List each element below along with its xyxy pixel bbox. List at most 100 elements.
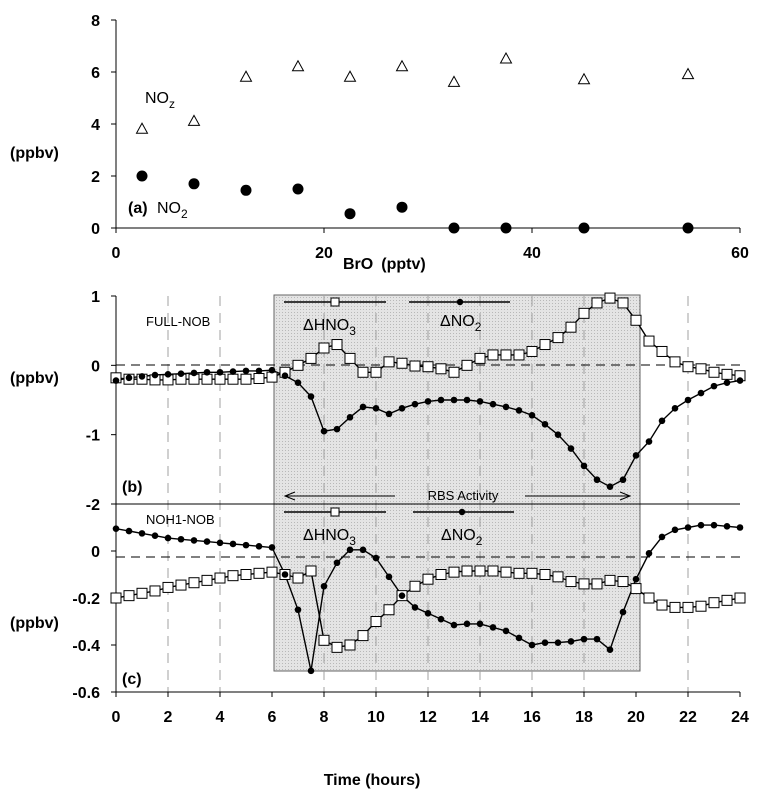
y-tick-label: 4 bbox=[91, 117, 100, 134]
no2-point bbox=[190, 369, 198, 377]
panel-c-label: (c) bbox=[122, 671, 142, 688]
panel-b-series bbox=[110, 292, 746, 490]
hno3-point bbox=[591, 297, 603, 309]
no2-point bbox=[502, 627, 510, 635]
hno3-point bbox=[604, 292, 616, 304]
hno3-point bbox=[604, 574, 616, 586]
no2-point bbox=[385, 410, 393, 418]
hno3-point bbox=[305, 565, 317, 577]
hno3-point bbox=[643, 335, 655, 347]
no2-point bbox=[736, 524, 744, 531]
hno3-point bbox=[682, 361, 694, 373]
no2-point bbox=[190, 537, 198, 544]
b-hno3-legend-text: ΔHNO3 bbox=[303, 317, 356, 338]
no2-point bbox=[437, 615, 445, 623]
no2-point bbox=[372, 554, 380, 562]
hno3-point bbox=[370, 366, 382, 378]
no2-point bbox=[255, 543, 263, 550]
hno3-point bbox=[435, 569, 447, 580]
x-tick-label: 22 bbox=[679, 709, 697, 726]
no2-point bbox=[463, 396, 471, 404]
y-tick-label: 2 bbox=[91, 169, 100, 186]
no2-point bbox=[448, 222, 460, 234]
noz-point bbox=[395, 59, 409, 72]
y-tick-label: 0 bbox=[91, 221, 100, 238]
no2-point bbox=[333, 425, 341, 433]
hno3-point bbox=[383, 604, 395, 616]
hno3-point bbox=[370, 616, 382, 627]
no2-point bbox=[346, 414, 354, 421]
y-tick-label: -0.4 bbox=[72, 638, 100, 655]
legend-no2-sub: 2 bbox=[181, 207, 188, 221]
b-no2-base: ΔNO bbox=[440, 313, 475, 330]
no2-point bbox=[359, 546, 367, 554]
hno3-point bbox=[110, 592, 122, 604]
no2-point bbox=[320, 582, 328, 590]
hno3-point bbox=[214, 572, 226, 584]
noz-point bbox=[343, 70, 357, 82]
no2-point bbox=[398, 592, 406, 599]
hno3-point bbox=[240, 373, 252, 385]
hno3-point bbox=[396, 357, 408, 369]
no2-point bbox=[138, 530, 146, 537]
hno3-point bbox=[331, 339, 343, 351]
hno3-point bbox=[695, 363, 707, 375]
y-tick-label: 1 bbox=[91, 289, 100, 306]
panel-a-y-label: (ppbv) bbox=[10, 145, 59, 162]
hno3-point bbox=[617, 297, 629, 309]
no2-point bbox=[541, 420, 549, 428]
no2-point bbox=[645, 438, 653, 445]
no2-point bbox=[593, 635, 601, 643]
b-hno3-legend-marker bbox=[330, 297, 340, 307]
no2-point bbox=[216, 539, 224, 547]
no2-point bbox=[242, 367, 250, 375]
hno3-point bbox=[695, 600, 707, 612]
no2-point bbox=[567, 638, 575, 645]
no2-point bbox=[723, 379, 731, 386]
b-hno3-base: ΔHNO bbox=[303, 317, 349, 334]
hno3-point bbox=[201, 373, 213, 385]
no2-point bbox=[684, 396, 692, 404]
noz-point bbox=[239, 70, 253, 82]
rbs-arrowhead-right bbox=[619, 491, 632, 501]
hno3-point bbox=[448, 366, 460, 378]
panel-c-name: NOH1-NOB bbox=[146, 512, 215, 527]
hno3-point bbox=[565, 576, 577, 588]
no2-point bbox=[240, 184, 252, 196]
panel-c-x-ticks: 0 2 4 6 8 10 12 14 16 18 20 22 24 bbox=[112, 692, 749, 726]
hno3-point bbox=[409, 580, 421, 592]
no2-point bbox=[424, 609, 432, 617]
no2-point bbox=[489, 624, 497, 631]
b-no2-sub: 2 bbox=[475, 320, 482, 334]
no2-point bbox=[554, 431, 562, 438]
x-tick-label: 20 bbox=[315, 245, 333, 262]
hno3-point bbox=[305, 352, 317, 364]
panel-c-y-label: (ppbv) bbox=[10, 615, 59, 632]
c-no2-base: ΔNO bbox=[441, 527, 476, 544]
noz-point bbox=[499, 51, 513, 64]
c-no2-legend-text: ΔNO2 bbox=[441, 527, 483, 548]
hno3-point bbox=[227, 373, 239, 385]
hno3-point bbox=[578, 307, 590, 319]
no2-point bbox=[580, 635, 588, 643]
no2-point bbox=[229, 540, 237, 548]
x-tick-label: 24 bbox=[731, 709, 749, 726]
noz-point bbox=[681, 67, 695, 80]
no2-point bbox=[450, 396, 458, 404]
hno3-point bbox=[474, 565, 486, 577]
no2-point bbox=[112, 525, 120, 532]
hno3-point bbox=[721, 594, 733, 606]
no2-point bbox=[528, 641, 536, 649]
no2-point bbox=[188, 178, 200, 190]
no2-point bbox=[606, 646, 614, 653]
no2-point bbox=[136, 170, 148, 182]
no2-point bbox=[502, 403, 510, 411]
hno3-point bbox=[409, 360, 421, 372]
panel-a-label: (a) bbox=[128, 200, 148, 217]
panel-a-marks bbox=[135, 51, 695, 234]
hno3-point bbox=[539, 569, 551, 580]
no2-point bbox=[292, 183, 304, 195]
no2-point bbox=[268, 544, 276, 551]
no2-point bbox=[125, 374, 133, 382]
hno3-point bbox=[344, 352, 356, 364]
